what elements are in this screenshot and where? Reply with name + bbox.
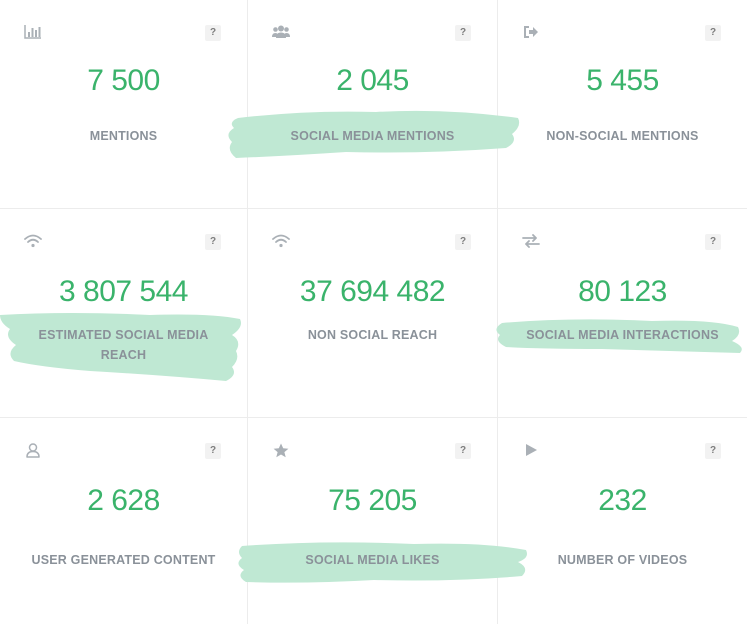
metric-value: 2 628 (87, 484, 160, 517)
metric-label: SOCIAL MEDIA INTERACTIONS (526, 328, 719, 342)
metric-card-social-media-likes: ? 75 205 SOCIAL MEDIA LIKES (238, 418, 527, 624)
metric-label: MENTIONS (89, 129, 158, 143)
metric-label: NUMBER OF VIDEOS (557, 553, 688, 567)
star-icon (272, 442, 290, 458)
metric-card-non-social-mentions: ? 5 455 NON-SOCIAL MENTIONS (498, 0, 747, 209)
metric-value: 80 123 (578, 275, 667, 308)
help-button[interactable]: ? (205, 25, 221, 41)
wifi-icon (24, 233, 42, 249)
help-button[interactable]: ? (455, 443, 471, 459)
metric-card-user-generated-content: ? 2 628 USER GENERATED CONTENT (0, 418, 248, 624)
play-icon (522, 442, 540, 458)
metric-card-non-social-reach: ? 37 694 482 NON SOCIAL REACH (248, 209, 498, 418)
metric-card-social-media-mentions: ? 2 045 SOCIAL MEDIA MENTIONS (228, 0, 520, 209)
help-button[interactable]: ? (705, 443, 721, 459)
metric-value: 232 (598, 484, 647, 517)
help-button[interactable]: ? (205, 234, 221, 250)
users-icon (272, 24, 290, 40)
metric-value: 75 205 (328, 484, 417, 517)
metric-label: SOCIAL MEDIA MENTIONS (290, 129, 455, 143)
metric-value: 5 455 (586, 64, 659, 97)
sign-out-icon (522, 24, 540, 40)
help-button[interactable]: ? (455, 25, 471, 41)
help-button[interactable]: ? (705, 25, 721, 41)
user-icon (24, 442, 42, 458)
metric-card-mentions: ? 7 500 MENTIONS (0, 0, 248, 209)
metric-value: 3 807 544 (59, 275, 188, 308)
metric-card-number-of-videos: ? 232 NUMBER OF VIDEOS (498, 418, 747, 624)
exchange-icon (522, 233, 540, 249)
metric-value: 7 500 (87, 64, 160, 97)
metric-label: NON SOCIAL REACH (307, 328, 438, 342)
metric-card-social-media-interactions: ? 80 123 SOCIAL MEDIA INTERACTIONS (496, 209, 747, 418)
help-button[interactable]: ? (455, 234, 471, 250)
help-button[interactable]: ? (705, 234, 721, 250)
bar-chart-icon (24, 24, 42, 40)
metric-label: USER GENERATED CONTENT (31, 553, 216, 567)
wifi-icon (272, 233, 290, 249)
metric-label: NON-SOCIAL MENTIONS (546, 129, 699, 143)
metric-value: 37 694 482 (299, 275, 446, 308)
metric-label: ESTIMATED SOCIAL MEDIA REACH (38, 328, 209, 362)
metric-card-estimated-social-media-reach: ? 3 807 544 ESTIMATED SOCIAL MEDIA REACH (0, 209, 248, 418)
help-button[interactable]: ? (205, 443, 221, 459)
metric-label: SOCIAL MEDIA LIKES (305, 553, 440, 567)
metric-value: 2 045 (336, 64, 409, 97)
